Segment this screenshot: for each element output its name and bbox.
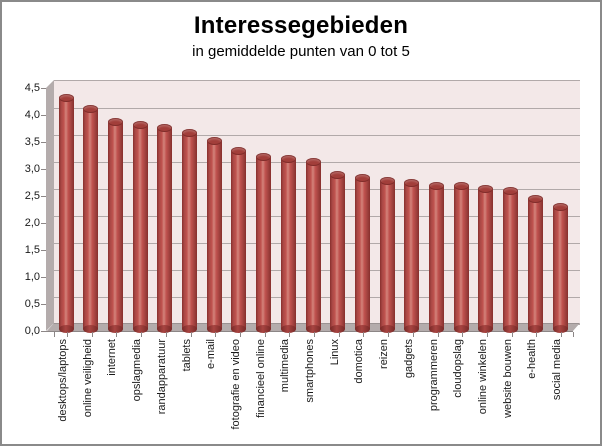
x-axis-label: online winkelen (477, 339, 489, 415)
x-axis-label: e-mail (205, 339, 217, 369)
y-axis-label: 3,5 (24, 136, 40, 148)
gridline (54, 108, 580, 109)
y-axis-label: 4,5 (24, 82, 40, 94)
bar-domotica (355, 174, 370, 333)
bar-multimedia (281, 155, 296, 333)
gridline (54, 135, 580, 136)
bar-opslagmedia (133, 121, 148, 333)
category-tick (487, 332, 488, 337)
x-axis-label: desktops/laptops (57, 339, 69, 422)
bar-online veiligheid (83, 105, 98, 333)
x-axis-label: social media (551, 339, 563, 401)
chart-subtitle: in gemiddelde punten van 0 tot 5 (192, 43, 410, 60)
category-tick (141, 332, 142, 337)
category-tick (67, 332, 68, 337)
bar-e-health (528, 195, 543, 333)
category-tick (191, 332, 192, 337)
bar-online winkelen (478, 185, 493, 333)
y-axis-label: 1,0 (24, 271, 40, 283)
x-axis-label: website bouwen (502, 339, 514, 418)
category-tick (240, 332, 241, 337)
bar-website bouwen (503, 187, 518, 333)
bar-Linux (330, 171, 345, 333)
category-tick (388, 332, 389, 337)
bar-desktops/laptops (59, 94, 74, 333)
bar-financieel online (256, 153, 271, 333)
bar-programmeren (429, 182, 444, 333)
y-axis-label: 3,0 (24, 163, 40, 175)
category-tick (92, 332, 93, 337)
x-axis-label: domotica (353, 339, 365, 384)
y-axis-tick (41, 277, 46, 278)
category-tick (536, 332, 537, 337)
y-axis-tick (41, 169, 46, 170)
y-axis-label: 4,0 (24, 109, 40, 121)
x-axis-label: e-health (526, 339, 538, 379)
axis-end-tick (573, 332, 574, 337)
category-tick (314, 332, 315, 337)
category-tick (265, 332, 266, 337)
x-axis-label: internet (106, 339, 118, 376)
category-tick (413, 332, 414, 337)
bar-gadgets (404, 179, 419, 333)
bar-fotografie en video (231, 147, 246, 333)
y-axis-tick (41, 142, 46, 143)
x-axis-label: Linux (329, 339, 341, 366)
category-tick (339, 332, 340, 337)
x-axis-label: fotografie en video (230, 339, 242, 430)
y-axis-tick (41, 196, 46, 197)
x-axis-label: smartphones (304, 339, 316, 403)
bar-randapparatuur (157, 124, 172, 333)
bar-cloudopslag (454, 182, 469, 333)
category-tick (363, 332, 364, 337)
x-axis-label: multimedia (279, 339, 291, 393)
category-tick (215, 332, 216, 337)
category-tick (116, 332, 117, 337)
x-axis-label: programmeren (428, 339, 440, 412)
bar-tablets (182, 129, 197, 333)
x-axis-label: online veiligheid (82, 339, 94, 418)
y-axis-tick (41, 88, 46, 89)
bar-smartphones (306, 158, 321, 333)
x-axis-label: reizen (378, 339, 390, 369)
axis-end-tick (54, 332, 55, 337)
category-tick (462, 332, 463, 337)
side-wall (46, 80, 54, 331)
category-tick (438, 332, 439, 337)
y-axis-tick (41, 223, 46, 224)
x-axis-label: opslagmedia (131, 339, 143, 402)
bar-social media (553, 203, 568, 333)
category-tick (512, 332, 513, 337)
y-axis-tick (41, 331, 46, 332)
y-axis-tick (41, 250, 46, 251)
y-axis-label: 1,5 (24, 244, 40, 256)
category-tick (289, 332, 290, 337)
bar-internet (108, 118, 123, 333)
x-axis-label: randapparatuur (156, 339, 168, 415)
y-axis-tick (41, 304, 46, 305)
x-axis-label: gadgets (403, 339, 415, 379)
bar-reizen (380, 177, 395, 333)
x-axis-label: cloudopslag (452, 339, 464, 398)
y-axis-label: 2,5 (24, 190, 40, 202)
category-tick (561, 332, 562, 337)
y-axis-label: 0,5 (24, 298, 40, 310)
y-axis-tick (41, 115, 46, 116)
x-axis-label: financieel online (255, 339, 267, 418)
x-axis-label: tablets (181, 339, 193, 372)
bar-e-mail (207, 137, 222, 333)
y-axis-label: 0,0 (24, 325, 40, 337)
y-axis-label: 2,0 (24, 217, 40, 229)
chart-title: Interessegebieden (193, 12, 409, 39)
category-tick (166, 332, 167, 337)
